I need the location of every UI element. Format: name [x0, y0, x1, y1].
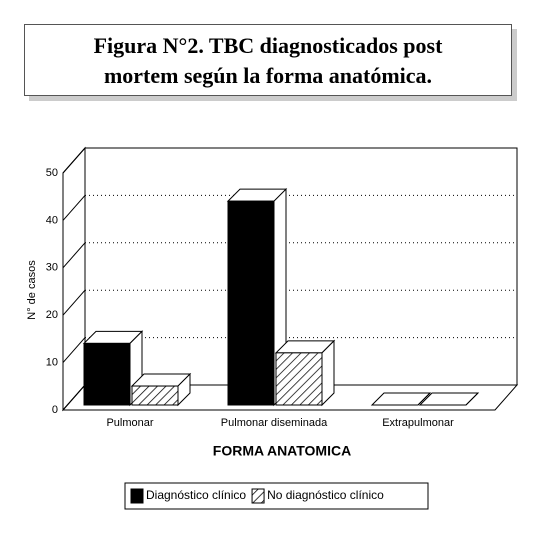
legend-box [124, 482, 429, 510]
y-tick-label: 30 [46, 262, 58, 274]
y-tick-label: 40 [46, 214, 58, 226]
legend-label: No diagnóstico clínico [267, 488, 384, 502]
tick-mark [62, 147, 86, 174]
tick-mark [62, 337, 86, 363]
y-tick-label: 20 [46, 309, 58, 321]
legend-swatch [251, 488, 265, 504]
bar-side [465, 392, 479, 406]
tick-mark [62, 384, 86, 411]
bar-front [83, 342, 131, 406]
bar [370, 392, 432, 406]
legend-swatch [130, 488, 144, 504]
x-tick-label: Pulmonar diseminada [221, 417, 328, 429]
bar [130, 372, 192, 407]
bar-front [227, 200, 275, 406]
bar-front [131, 385, 179, 406]
chart-title: Figura N°2. TBC diagnosticados post mort… [24, 24, 512, 96]
bar [274, 339, 336, 407]
side-wall [62, 146, 86, 412]
bar-front [275, 352, 323, 406]
x-tick-label: Pulmonar [106, 417, 153, 429]
tick-mark [62, 289, 86, 316]
y-tick-label: 50 [46, 167, 58, 179]
x-tick-label: Extrapulmonar [382, 417, 454, 429]
legend-label: Diagnóstico clínico [146, 488, 246, 502]
y-tick-label: 0 [52, 404, 58, 416]
bar-side [417, 392, 431, 406]
bar [418, 392, 480, 406]
tick-mark [62, 242, 86, 269]
y-tick-label: 10 [46, 357, 58, 369]
bar [82, 330, 144, 407]
y-axis-label: N° de casos [26, 260, 38, 320]
tick-mark [62, 195, 86, 221]
bar-side [321, 339, 335, 407]
legend: Diagnóstico clínico No diagnóstico clínic… [124, 482, 429, 510]
x-axis-label: FORMA ANATOMICA [213, 443, 351, 459]
